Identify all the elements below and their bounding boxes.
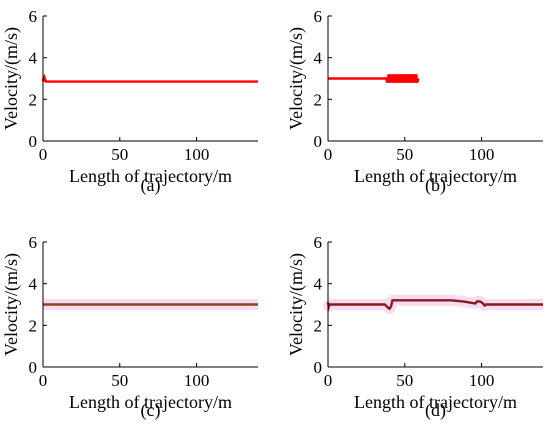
panel-2-x-tick-label: 100 — [469, 145, 495, 164]
panel-1-y-axis-label: Velocity/(m/s) — [1, 27, 22, 130]
panel-3-y-tick-label: 0 — [29, 358, 38, 377]
panel-3-y-tick-label: 2 — [29, 316, 38, 335]
panel-2-caption: (b) — [425, 175, 446, 196]
panel-4-y-axis-label: Velocity/(m/s) — [286, 253, 307, 356]
panel-1-x-tick-label: 50 — [111, 145, 128, 164]
panel-1-x-tick-label: 100 — [184, 145, 210, 164]
panel-3-y-tick-label: 6 — [29, 233, 38, 252]
panel-3-x-tick-label: 100 — [184, 371, 210, 390]
panel-4-y-tick-label: 6 — [314, 233, 323, 252]
panel-1-y-tick-label: 2 — [29, 90, 38, 109]
panel-2-x-axis-label: Length of trajectory/m — [354, 166, 517, 186]
panel-2-x-tick-label: 0 — [324, 145, 333, 164]
panel-3-y-axis-label: Velocity/(m/s) — [1, 253, 22, 356]
panel-4-x-axis-label: Length of trajectory/m — [354, 392, 517, 412]
panel-3-y-tick-label: 4 — [29, 275, 38, 294]
panel-3-x-tick-label: 0 — [39, 371, 48, 390]
panel-1-caption: (a) — [141, 175, 161, 196]
panel-2-y-tick-label: 2 — [314, 90, 323, 109]
panel-4-y-tick-label: 2 — [314, 316, 323, 335]
panel-2-y-tick-label: 6 — [314, 7, 323, 26]
panel-1-x-axis-label: Length of trajectory/m — [69, 166, 232, 186]
panel-4-caption: (d) — [425, 400, 446, 421]
panel-2-y-tick-label: 4 — [314, 49, 323, 68]
panel-2-x-tick-label: 50 — [396, 145, 413, 164]
panel-3-caption: (c) — [141, 400, 161, 421]
panel-1-x-tick-label: 0 — [39, 145, 48, 164]
panel-4-y-tick-label: 4 — [314, 275, 323, 294]
panel-3-x-axis-label: Length of trajectory/m — [69, 392, 232, 412]
panel-1-y-tick-label: 4 — [29, 49, 38, 68]
panel-2-y-tick-label: 0 — [314, 132, 323, 151]
panel-2-y-axis-label: Velocity/(m/s) — [286, 27, 307, 130]
panel-4-x-tick-label: 50 — [396, 371, 413, 390]
panel-4-x-tick-label: 100 — [469, 371, 495, 390]
panel-4-x-tick-label: 0 — [324, 371, 333, 390]
panel-1-series-1-line — [41, 73, 258, 83]
panel-1-y-tick-label: 0 — [29, 132, 38, 151]
panel-3-x-tick-label: 50 — [111, 371, 128, 390]
panel-2-series-1-line — [328, 74, 420, 84]
panel-4-series-1-line — [326, 299, 543, 312]
panel-1-y-tick-label: 6 — [29, 7, 38, 26]
panel-4-y-tick-label: 0 — [314, 358, 323, 377]
